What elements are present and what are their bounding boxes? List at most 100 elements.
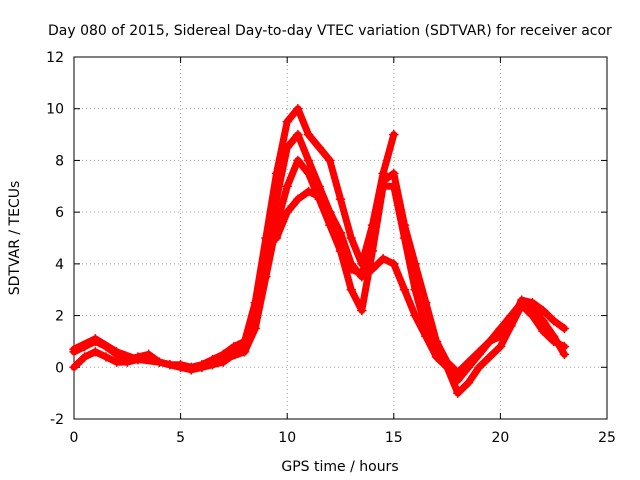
data-point [389, 129, 399, 140]
data-point [538, 315, 548, 326]
data-point [282, 116, 292, 127]
data-point [325, 207, 335, 217]
data-point [506, 321, 516, 331]
x-tick-label: 0 [70, 430, 79, 446]
x-tick-label: 20 [491, 430, 509, 446]
data-point [133, 354, 143, 365]
data-point [101, 352, 111, 362]
data-point [346, 284, 356, 295]
data-point [229, 341, 239, 352]
data-point [325, 220, 335, 230]
data-point [335, 194, 346, 205]
data-point [218, 354, 229, 365]
data-point [122, 357, 133, 367]
data-point [474, 346, 484, 357]
y-axis-label: SDTVAR / TECUs [7, 181, 23, 296]
data-point [69, 344, 79, 354]
data-point [559, 323, 570, 334]
data-point [303, 129, 314, 140]
data-point [538, 305, 548, 316]
data-point [111, 346, 122, 357]
data-point [293, 155, 303, 166]
data-point [282, 181, 292, 192]
data-point [548, 336, 559, 347]
data-point [293, 103, 303, 114]
data-point [378, 168, 388, 179]
series-trace [273, 188, 568, 397]
data-point [303, 186, 314, 197]
data-point [303, 168, 314, 179]
data-point [69, 362, 79, 373]
data-point [367, 264, 378, 274]
data-point [314, 142, 324, 153]
data-point [154, 357, 165, 367]
data-point [282, 207, 292, 217]
data-point [346, 259, 356, 269]
data-point [261, 271, 271, 282]
grid-lines [74, 57, 607, 419]
data-point [463, 378, 474, 388]
data-point [239, 346, 250, 357]
data-point [335, 228, 346, 238]
data-point [250, 323, 261, 334]
y-tick-label: 6 [55, 205, 64, 221]
data-point [271, 233, 282, 243]
y-tick-label: 4 [55, 257, 64, 273]
data-point [410, 284, 420, 295]
y-tick-label: 12 [46, 50, 64, 66]
data-point [463, 357, 474, 367]
data-point [282, 142, 292, 153]
data-point [431, 352, 442, 362]
data-point [389, 259, 399, 269]
y-tick-label: -2 [50, 412, 64, 428]
data-point [357, 305, 367, 316]
series-track-4 [271, 186, 570, 398]
data-point [111, 357, 122, 367]
data-point [410, 259, 420, 269]
y-tick-label: 10 [46, 102, 64, 118]
axis-ticks: 0 5 10 15 20 25 -2 0 2 4 6 8 10 12 [46, 50, 616, 446]
data-point [293, 194, 303, 205]
data-point [548, 315, 559, 326]
data-point [346, 233, 356, 243]
y-tick-label: 8 [55, 153, 64, 169]
data-point [527, 310, 538, 321]
data-point [271, 194, 282, 205]
data-point [303, 155, 314, 166]
data-point [357, 271, 367, 282]
data-point [484, 336, 495, 347]
data-point [474, 362, 484, 373]
y-tick-label: 0 [55, 360, 64, 376]
data-point [197, 362, 207, 373]
data-point [410, 310, 420, 321]
plot-frame [73, 56, 608, 420]
data-point [399, 284, 410, 295]
data-point [399, 220, 410, 230]
data-point [484, 352, 495, 362]
data-point [378, 176, 388, 186]
data-point [452, 367, 463, 378]
data-point [90, 334, 101, 344]
y-tick-label: 2 [55, 309, 64, 325]
data-point [452, 388, 463, 398]
chart-title: Day 080 of 2015, Sidereal Day-to-day VTE… [48, 23, 612, 39]
series-track-1 [69, 103, 399, 373]
data-point [293, 129, 303, 140]
series-track-2 [69, 129, 570, 386]
data-point [431, 336, 442, 347]
data-point [495, 341, 506, 352]
data-point [90, 346, 101, 357]
x-tick-label: 25 [598, 430, 616, 446]
data-point [516, 300, 527, 311]
data-point [378, 253, 388, 264]
data-point [367, 233, 378, 243]
data-point [420, 297, 431, 308]
data-point [325, 155, 335, 166]
x-tick-label: 5 [176, 430, 185, 446]
data-point [314, 191, 324, 202]
data-point [559, 341, 570, 352]
data-point [538, 326, 548, 336]
data-point [389, 168, 399, 179]
data-point [420, 331, 431, 342]
